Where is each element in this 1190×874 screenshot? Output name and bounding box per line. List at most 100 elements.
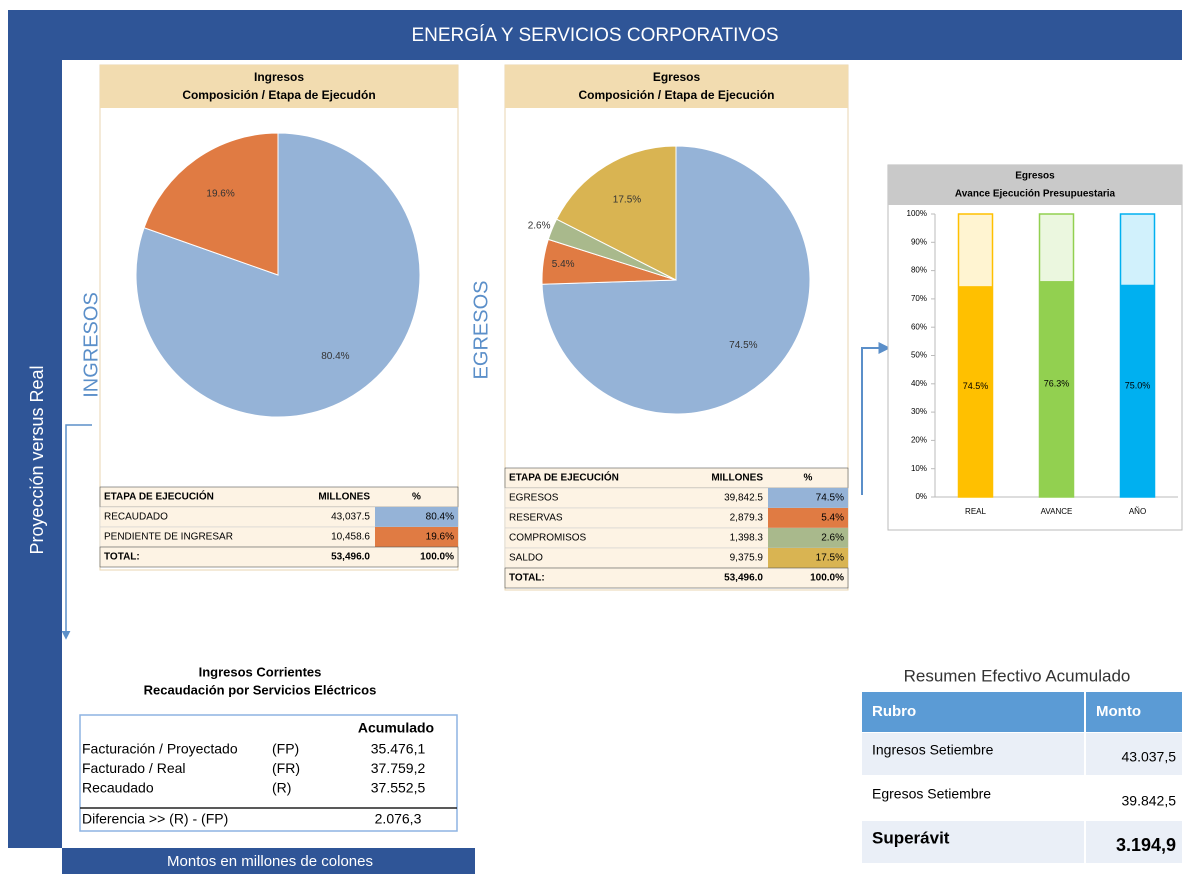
table-cell: 53,496.0: [331, 552, 370, 563]
table-cell: 100.0%: [420, 552, 454, 563]
table-cell: COMPROMISOS: [509, 533, 587, 544]
y-tick-label: 60%: [911, 322, 927, 331]
table-total: [99, 546, 459, 568]
header-title: ENERGÍA Y SERVICIOS CORPORATIVOS: [411, 25, 778, 46]
panel-header: [505, 65, 848, 108]
table-cell: 35.476,1: [371, 741, 426, 757]
header-bar: [8, 10, 1182, 60]
y-tick-label: 90%: [911, 237, 927, 246]
x-tick-label: AVANCE: [1041, 507, 1073, 516]
side-label: Proyección versus Real: [27, 365, 47, 554]
table-cell: Superávit: [872, 828, 950, 847]
arrow: [61, 424, 92, 640]
percent-cell: [375, 527, 458, 547]
table-cell: 37.552,5: [371, 780, 426, 796]
table-title: Recaudación por Servicios Eléctricos: [144, 682, 377, 697]
table-header-cell: MILLONES: [318, 492, 370, 503]
table-cell: 2.076,3: [375, 811, 422, 827]
table-header: [862, 692, 1084, 732]
table-row: [1086, 777, 1182, 819]
y-tick-label: 30%: [911, 407, 927, 416]
table-cell: Egresos Setiembre: [872, 786, 991, 802]
table-row: [1086, 733, 1182, 775]
table-header-cell: Acumulado: [358, 720, 434, 736]
table-cell: RESERVAS: [509, 513, 563, 524]
table-cell: 10,458.6: [331, 532, 370, 543]
table-cell: 100.0%: [810, 573, 844, 584]
table-cell: RECAUDADO: [104, 512, 168, 523]
table-cell: 9,375.9: [730, 553, 764, 564]
y-tick-label: 80%: [911, 266, 927, 275]
data-label: 5.4%: [552, 259, 575, 270]
table-header-cell: ETAPA DE EJECUCIÓN: [104, 490, 214, 503]
data-label: 80.4%: [321, 351, 349, 362]
footer-band: [62, 848, 475, 874]
table-header-cell: %: [412, 492, 421, 503]
table-cell: 43.037,5: [1122, 749, 1177, 765]
table-header-cell: MILLONES: [711, 473, 763, 484]
table-cell: SALDO: [509, 553, 543, 564]
pie-slice: [135, 132, 421, 418]
data-label: 17.5%: [613, 195, 641, 206]
y-tick-label: 40%: [911, 379, 927, 388]
chart-title: Egresos: [1015, 171, 1055, 182]
percent-cell: [768, 488, 848, 508]
table-cell: 39,842.5: [724, 493, 763, 504]
pie-slice: [555, 145, 677, 281]
percent-cell: [768, 548, 848, 568]
percent-cell: [375, 507, 458, 527]
table-cell: 2,879.3: [730, 513, 764, 524]
table-cell: 17.5%: [816, 553, 844, 564]
table-title: Ingresos Corrientes: [199, 664, 322, 679]
chart-title: Ingresos: [254, 70, 304, 84]
table-title: Resumen Efectivo Acumulado: [904, 666, 1131, 685]
table-cell: 3.194,9: [1116, 835, 1176, 855]
table-cell: EGRESOS: [509, 493, 559, 504]
table-cell: 37.759,2: [371, 760, 426, 776]
chart-subtitle: Avance Ejecución Presupuestaria: [955, 189, 1116, 200]
panel-header: [888, 165, 1182, 205]
side-label: EGRESOS: [470, 281, 492, 380]
data-label: 76.3%: [1044, 378, 1070, 388]
table-box: [79, 714, 458, 832]
table-cell: Recaudado: [82, 780, 154, 796]
table-cell: PENDIENTE DE INGRESAR: [104, 532, 233, 543]
chart-subtitle: Composición / Etapa de Ejecución: [578, 88, 774, 102]
table-header-cell: ETAPA DE EJECUCIÓN: [509, 471, 619, 484]
table-cell: Facturado / Real: [82, 760, 186, 776]
table-cell: 39.842,5: [1122, 793, 1177, 809]
table-total: [504, 567, 849, 589]
table-cell: 74.5%: [816, 493, 844, 504]
table-cell: (FP): [272, 741, 299, 757]
table-row: [862, 777, 1084, 819]
table-cell: 2.6%: [821, 533, 844, 544]
y-tick-label: 50%: [911, 351, 927, 360]
y-tick-label: 10%: [911, 464, 927, 473]
table-header: [1086, 692, 1182, 732]
x-tick-label: REAL: [965, 507, 986, 516]
footer: Montos en millones de colones: [167, 853, 373, 870]
bar: [1039, 281, 1074, 497]
table-header-cell: Monto: [1096, 703, 1141, 720]
chart-title: Egresos: [653, 70, 701, 84]
arrow: [861, 342, 891, 495]
table-cell: 1,398.3: [730, 533, 764, 544]
chart-subtitle: Composición / Etapa de Ejecudón: [182, 88, 375, 102]
y-tick-label: 20%: [911, 436, 927, 445]
data-label: 2.6%: [528, 221, 551, 232]
table-cell: 80.4%: [426, 512, 454, 523]
table-cell: TOTAL:: [104, 552, 140, 563]
data-label: 74.5%: [963, 381, 989, 391]
table-cell: 19.6%: [426, 532, 454, 543]
table-header-cell: Rubro: [872, 703, 916, 720]
x-tick-label: AÑO: [1129, 507, 1146, 516]
panel-header: [100, 65, 458, 108]
table-cell: (R): [272, 780, 291, 796]
table-row: [862, 821, 1084, 863]
data-label: 75.0%: [1125, 380, 1151, 390]
table-cell: Diferencia >> (R) - (FP): [82, 811, 228, 827]
table-row: [862, 733, 1084, 775]
data-label: 74.5%: [729, 340, 757, 351]
